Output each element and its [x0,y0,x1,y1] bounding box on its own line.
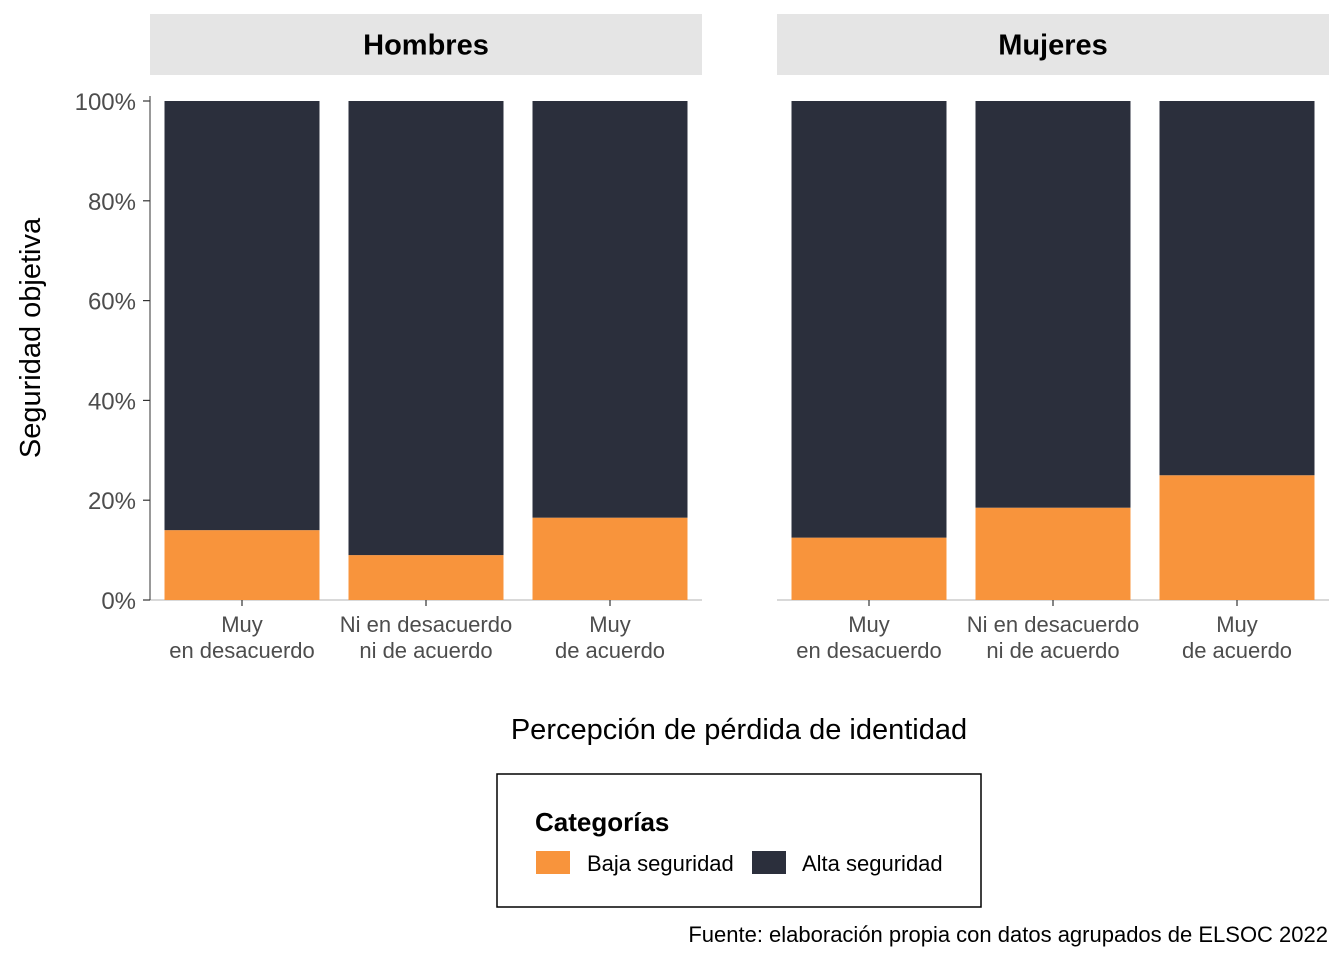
x-tick-label-line: Muy [589,612,631,637]
y-tick-label: 100% [75,89,136,116]
y-tick-label: 0% [101,588,136,615]
y-axis: 0% 20% 40% 60% 80% 100% [75,89,151,615]
facet-strip-label: Hombres [363,30,489,62]
legend-box [496,773,982,908]
facet-strip [150,14,702,75]
x-tick-label-line: Ni en desacuerdo [967,612,1139,637]
x-tick-label: Muy de acuerdo [555,612,665,663]
legend-swatch-baja [536,851,570,874]
x-tick-label: Muy en desacuerdo [796,612,942,663]
y-tick-label: 40% [88,388,136,415]
bar-alta-seguridad [164,101,320,531]
y-tick-label: 20% [88,488,136,515]
x-tick-label: Ni en desacuerdo ni de acuerdo [340,612,512,663]
caption: Fuente: elaboración propia con datos agr… [688,922,1328,947]
bar-alta-seguridad [975,101,1131,508]
bar-baja-seguridad [975,507,1131,600]
x-tick-label-line: de acuerdo [555,638,665,663]
legend-label-baja: Baja seguridad [587,851,734,876]
facet-strip-label: Mujeres [998,30,1108,62]
x-tick-label-line: Muy [848,612,890,637]
x-tick-label-line: en desacuerdo [169,638,315,663]
bar-baja-seguridad [1159,475,1315,600]
x-tick-label-line: Ni en desacuerdo [340,612,512,637]
bar-alta-seguridad [348,101,504,556]
x-tick-label-line: Muy [1216,612,1258,637]
bar-baja-seguridad [532,517,688,600]
bar-alta-seguridad [791,101,947,538]
x-tick-label-line: en desacuerdo [796,638,942,663]
x-axis-title: Percepción de pérdida de identidad [511,714,967,746]
y-tick-label: 80% [88,189,136,216]
legend-label-alta: Alta seguridad [802,851,943,876]
y-axis-title: Seguridad objetiva [15,217,47,458]
x-tick-label-line: de acuerdo [1182,638,1292,663]
x-tick-label: Muy en desacuerdo [169,612,315,663]
bar-baja-seguridad [164,530,320,600]
bar-alta-seguridad [1159,101,1315,476]
x-tick-label: Ni en desacuerdo ni de acuerdo [967,612,1139,663]
legend-title: Categorías [535,807,669,837]
bar-baja-seguridad [348,555,504,600]
x-tick-label-line: ni de acuerdo [986,638,1119,663]
x-tick-label: Muy de acuerdo [1182,612,1292,663]
bar-baja-seguridad [791,537,947,600]
x-tick-label-line: ni de acuerdo [359,638,492,663]
bar-alta-seguridad [532,101,688,518]
facet-strip [777,14,1329,75]
y-tick-label: 60% [88,289,136,316]
legend: Categorías Baja seguridad Alta seguridad [496,773,982,908]
legend-swatch-alta [752,851,786,874]
x-tick-label-line: Muy [221,612,263,637]
